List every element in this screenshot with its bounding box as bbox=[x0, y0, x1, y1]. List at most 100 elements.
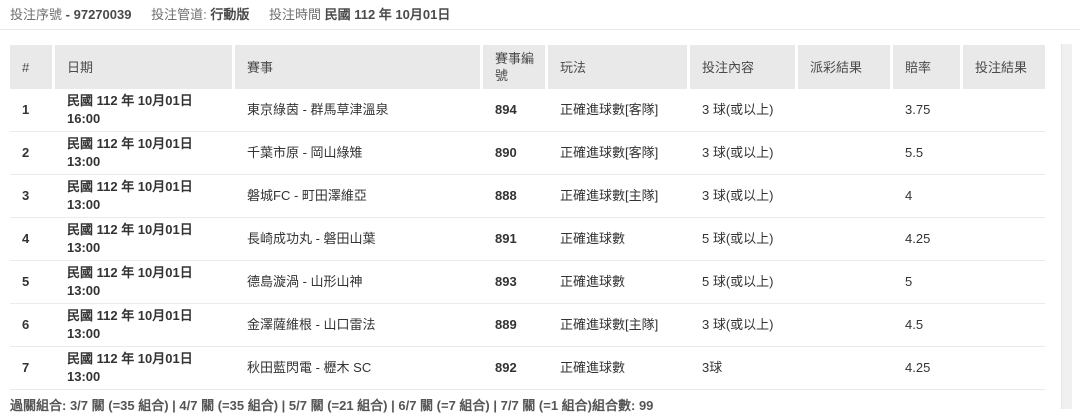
table-row: 1 民國 112 年 10月01日 16:00 東京綠茵 - 群馬草津溫泉 89… bbox=[10, 89, 1045, 132]
cell-payout-result bbox=[798, 132, 893, 175]
cell-odds: 4 bbox=[893, 175, 963, 218]
cell-date: 民國 112 年 10月01日 13:00 bbox=[55, 347, 235, 390]
cell-bet-result bbox=[963, 261, 1045, 304]
table-row: 3 民國 112 年 10月01日 13:00 磐城FC - 町田澤維亞 888… bbox=[10, 175, 1045, 218]
cell-payout-result bbox=[798, 347, 893, 390]
cell-index: 3 bbox=[10, 175, 55, 218]
cell-bet-result bbox=[963, 175, 1045, 218]
cell-match: 德島漩渦 - 山形山神 bbox=[235, 261, 483, 304]
match-time: 13:00 bbox=[67, 197, 101, 212]
table-header-row: # 日期 賽事 賽事編號 玩法 投注內容 派彩結果 賠率 投注結果 bbox=[10, 45, 1045, 89]
col-header-event-no: 賽事編號 bbox=[483, 45, 548, 89]
bet-time-label: 投注時間 bbox=[268, 7, 321, 22]
cell-payout-result bbox=[798, 304, 893, 347]
match-time: 13:00 bbox=[67, 240, 101, 255]
bet-channel-value: 行動版 bbox=[210, 7, 250, 22]
cell-payout-result bbox=[798, 218, 893, 261]
cell-bet-result bbox=[963, 132, 1045, 175]
cell-date: 民國 112 年 10月01日 13:00 bbox=[55, 304, 235, 347]
bet-serial: 投注序號 - 97270039 bbox=[10, 7, 131, 22]
cell-match: 千葉市原 - 岡山綠雉 bbox=[235, 132, 483, 175]
col-header-index: # bbox=[10, 45, 55, 89]
match-date: 民國 112 年 10月01日 bbox=[67, 93, 193, 108]
cell-index: 1 bbox=[10, 89, 55, 132]
cell-event-no: 891 bbox=[483, 218, 548, 261]
cell-index: 7 bbox=[10, 347, 55, 390]
vertical-scrollbar[interactable] bbox=[1061, 44, 1072, 409]
cell-odds: 4.25 bbox=[893, 347, 963, 390]
match-date: 民國 112 年 10月01日 bbox=[67, 308, 193, 323]
cell-bet-content: 3 球(或以上) bbox=[690, 89, 798, 132]
cell-payout-result bbox=[798, 89, 893, 132]
cell-bet-result bbox=[963, 218, 1045, 261]
cell-index: 4 bbox=[10, 218, 55, 261]
cell-bet-result bbox=[963, 304, 1045, 347]
cell-bet-content: 3 球(或以上) bbox=[690, 175, 798, 218]
cell-odds: 4.5 bbox=[893, 304, 963, 347]
cell-index: 5 bbox=[10, 261, 55, 304]
col-header-date: 日期 bbox=[55, 45, 235, 89]
cell-play-type: 正確進球數 bbox=[548, 347, 690, 390]
cell-bet-content: 3球 bbox=[690, 347, 798, 390]
col-header-bet-content: 投注內容 bbox=[690, 45, 798, 89]
match-date: 民國 112 年 10月01日 bbox=[67, 351, 193, 366]
col-header-play-type: 玩法 bbox=[548, 45, 690, 89]
cell-index: 2 bbox=[10, 132, 55, 175]
table-row: 5 民國 112 年 10月01日 13:00 德島漩渦 - 山形山神 893 … bbox=[10, 261, 1045, 304]
cell-date: 民國 112 年 10月01日 13:00 bbox=[55, 261, 235, 304]
cell-date: 民國 112 年 10月01日 16:00 bbox=[55, 89, 235, 132]
cell-odds: 4.25 bbox=[893, 218, 963, 261]
bet-time: 投注時間 民國 112 年 10月01日 bbox=[269, 7, 450, 22]
cell-match: 磐城FC - 町田澤維亞 bbox=[235, 175, 483, 218]
cell-date: 民國 112 年 10月01日 13:00 bbox=[55, 218, 235, 261]
bets-table-body: 1 民國 112 年 10月01日 16:00 東京綠茵 - 群馬草津溫泉 89… bbox=[10, 89, 1045, 390]
cell-odds: 5.5 bbox=[893, 132, 963, 175]
bet-time-value: 民國 112 年 10月01日 bbox=[324, 7, 451, 22]
cell-play-type: 正確進球數[客隊] bbox=[548, 132, 690, 175]
cell-event-no: 889 bbox=[483, 304, 548, 347]
bet-serial-label: 投注序號 bbox=[10, 7, 63, 22]
cell-event-no: 890 bbox=[483, 132, 548, 175]
cell-bet-content: 5 球(或以上) bbox=[690, 218, 798, 261]
col-header-odds: 賠率 bbox=[893, 45, 963, 89]
match-time: 13:00 bbox=[67, 369, 101, 384]
cell-payout-result bbox=[798, 261, 893, 304]
bet-channel: 投注管道: 行動版 bbox=[151, 7, 249, 22]
match-date: 民國 112 年 10月01日 bbox=[67, 179, 193, 194]
bets-table: # 日期 賽事 賽事編號 玩法 投注內容 派彩結果 賠率 投注結果 1 民國 1… bbox=[10, 45, 1045, 390]
col-header-bet-result: 投注結果 bbox=[963, 45, 1045, 89]
cell-payout-result bbox=[798, 175, 893, 218]
cell-bet-content: 3 球(或以上) bbox=[690, 304, 798, 347]
cell-match: 東京綠茵 - 群馬草津溫泉 bbox=[235, 89, 483, 132]
table-row: 4 民國 112 年 10月01日 13:00 長崎成功丸 - 磐田山葉 891… bbox=[10, 218, 1045, 261]
cell-play-type: 正確進球數[主隊] bbox=[548, 304, 690, 347]
cell-odds: 3.75 bbox=[893, 89, 963, 132]
match-date: 民國 112 年 10月01日 bbox=[67, 222, 193, 237]
cell-bet-result bbox=[963, 89, 1045, 132]
cell-bet-result bbox=[963, 347, 1045, 390]
col-header-match: 賽事 bbox=[235, 45, 483, 89]
cell-date: 民國 112 年 10月01日 13:00 bbox=[55, 132, 235, 175]
table-row: 2 民國 112 年 10月01日 13:00 千葉市原 - 岡山綠雉 890 … bbox=[10, 132, 1045, 175]
bet-serial-value: 97270039 bbox=[73, 7, 132, 22]
bet-channel-label: 投注管道: bbox=[151, 7, 207, 22]
cell-match: 長崎成功丸 - 磐田山葉 bbox=[235, 218, 483, 261]
table-row: 6 民國 112 年 10月01日 13:00 金澤薩維根 - 山口雷法 889… bbox=[10, 304, 1045, 347]
bet-serial-separator: - bbox=[65, 7, 70, 22]
cell-bet-content: 5 球(或以上) bbox=[690, 261, 798, 304]
cell-odds: 5 bbox=[893, 261, 963, 304]
cell-index: 6 bbox=[10, 304, 55, 347]
cell-match: 秋田藍閃電 - 櫪木 SC bbox=[235, 347, 483, 390]
match-time: 16:00 bbox=[67, 111, 101, 126]
cell-play-type: 正確進球數 bbox=[548, 218, 690, 261]
parlay-combos-text: 過關組合: 3/7 關 (=35 組合) | 4/7 關 (=35 組合) | … bbox=[10, 398, 593, 413]
col-header-payout-result: 派彩結果 bbox=[798, 45, 893, 89]
match-time: 13:00 bbox=[67, 154, 101, 169]
table-row: 7 民國 112 年 10月01日 13:00 秋田藍閃電 - 櫪木 SC 89… bbox=[10, 347, 1045, 390]
cell-date: 民國 112 年 10月01日 13:00 bbox=[55, 175, 235, 218]
cell-play-type: 正確進球數 bbox=[548, 261, 690, 304]
cell-event-no: 892 bbox=[483, 347, 548, 390]
cell-play-type: 正確進球數[客隊] bbox=[548, 89, 690, 132]
cell-play-type: 正確進球數[主隊] bbox=[548, 175, 690, 218]
cell-match: 金澤薩維根 - 山口雷法 bbox=[235, 304, 483, 347]
